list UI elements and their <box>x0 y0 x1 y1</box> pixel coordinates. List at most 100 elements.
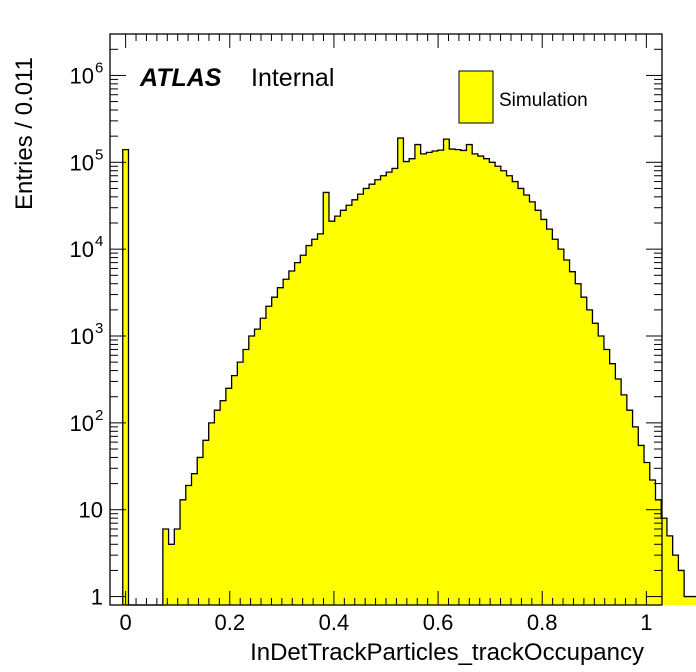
axis-ticks <box>110 33 662 605</box>
x-tick-label: 0 <box>119 610 131 635</box>
y-tick-base: 10 <box>70 150 94 175</box>
x-tick-label: 0.6 <box>423 610 454 635</box>
histogram-bar <box>546 229 553 605</box>
histogram-bar <box>621 394 628 605</box>
histogram-bar <box>225 388 232 605</box>
histogram-bar <box>626 410 633 605</box>
y-tick-label: 10 6 <box>70 59 104 88</box>
histogram-bar <box>489 162 496 606</box>
histogram-bar <box>409 158 416 605</box>
x-tick-label: 0.8 <box>527 610 558 635</box>
histogram-bar <box>644 462 651 605</box>
histogram-bar <box>391 168 399 605</box>
y-tick-base: 10 <box>70 411 94 436</box>
histogram-bar <box>369 184 376 605</box>
y-tick-base: 10 <box>70 63 94 88</box>
histogram-bar <box>300 255 307 606</box>
histogram-bar <box>254 329 261 605</box>
x-tick-label: 0.4 <box>319 610 350 635</box>
histogram-bar <box>340 210 347 605</box>
histogram-bar <box>684 596 691 605</box>
histogram-bar <box>592 323 599 605</box>
histogram-bar <box>403 161 410 605</box>
histogram-bar <box>311 239 318 606</box>
histogram-bar <box>283 279 290 605</box>
y-tick-base: 10 <box>79 498 103 523</box>
histogram-bar <box>248 336 255 605</box>
legend-swatch <box>458 70 494 124</box>
histogram-bar <box>317 233 324 605</box>
histogram-bar <box>678 570 685 605</box>
histogram-bar <box>397 138 404 606</box>
histogram-bar <box>638 445 645 605</box>
histogram-bar <box>277 287 284 605</box>
internal-label: Internal <box>251 64 334 92</box>
y-tick-exponent: 2 <box>95 407 103 424</box>
histogram-bar <box>334 216 341 605</box>
y-tick-exponent: 3 <box>95 320 103 337</box>
histogram-bar <box>649 479 656 605</box>
y-tick-label: 10 3 <box>70 320 104 349</box>
histogram-bar <box>523 195 530 605</box>
histogram-bar <box>328 221 336 606</box>
histogram-bar <box>581 297 588 605</box>
histogram-bar <box>380 175 387 605</box>
y-axis-label: Entries / 0.011 <box>11 57 38 210</box>
histogram-outline <box>122 137 696 606</box>
y-tick-exponent: 5 <box>95 146 103 163</box>
y-tick-exponent: 4 <box>95 233 103 250</box>
histogram-bar <box>460 150 467 606</box>
atlas-label: ATLAS <box>139 64 222 92</box>
histogram-bar <box>426 152 433 605</box>
histogram-bar <box>414 144 421 605</box>
histogram-bar <box>294 262 301 605</box>
histogram-bar <box>231 375 238 605</box>
histogram-bar <box>449 149 456 606</box>
histogram-bar <box>477 156 484 605</box>
histogram-bars <box>122 138 696 606</box>
histogram-bar <box>535 210 542 605</box>
histogram-bar <box>437 150 444 605</box>
histogram-bar <box>162 528 169 605</box>
histogram-bar <box>558 249 565 605</box>
x-tick-label: 0.2 <box>214 610 245 635</box>
histogram-bar <box>271 297 278 605</box>
legend-label: Simulation <box>499 90 588 111</box>
x-tick-label: 1 <box>640 610 652 635</box>
y-tick-label: 10 4 <box>70 233 104 262</box>
histogram-bar <box>575 283 582 605</box>
y-tick-label: 10 <box>79 498 103 523</box>
histogram-bar <box>603 349 610 605</box>
histogram-bar <box>666 535 673 605</box>
histogram-bar <box>455 149 462 605</box>
y-tick-label: 10 5 <box>70 146 104 175</box>
histogram-bar <box>243 349 250 605</box>
histogram-bar <box>472 153 479 606</box>
histogram-bar <box>432 150 439 605</box>
y-tick-exponent: 6 <box>95 59 103 76</box>
histogram-bar <box>180 499 187 605</box>
histogram-bar <box>346 205 353 606</box>
histogram-bar <box>363 188 370 606</box>
histogram-bar <box>563 260 570 605</box>
histogram-bar <box>598 336 605 605</box>
histogram-bar <box>214 410 221 605</box>
histogram-bar <box>265 306 272 605</box>
histogram-bar <box>466 144 473 605</box>
histogram-bar <box>174 528 181 605</box>
histogram-bar <box>512 181 519 606</box>
histogram-bar <box>122 149 129 605</box>
histogram-bar <box>540 219 547 605</box>
histogram-bar <box>655 499 662 605</box>
histogram-bar <box>237 362 244 605</box>
histogram-bar <box>569 271 576 605</box>
histogram-bar <box>288 271 295 605</box>
histogram-bar <box>615 378 622 605</box>
histogram-bar <box>323 192 330 605</box>
histogram-bar <box>185 485 192 605</box>
histogram-bar <box>168 544 175 605</box>
histogram-bar <box>220 400 227 605</box>
histogram-bar <box>443 139 450 605</box>
